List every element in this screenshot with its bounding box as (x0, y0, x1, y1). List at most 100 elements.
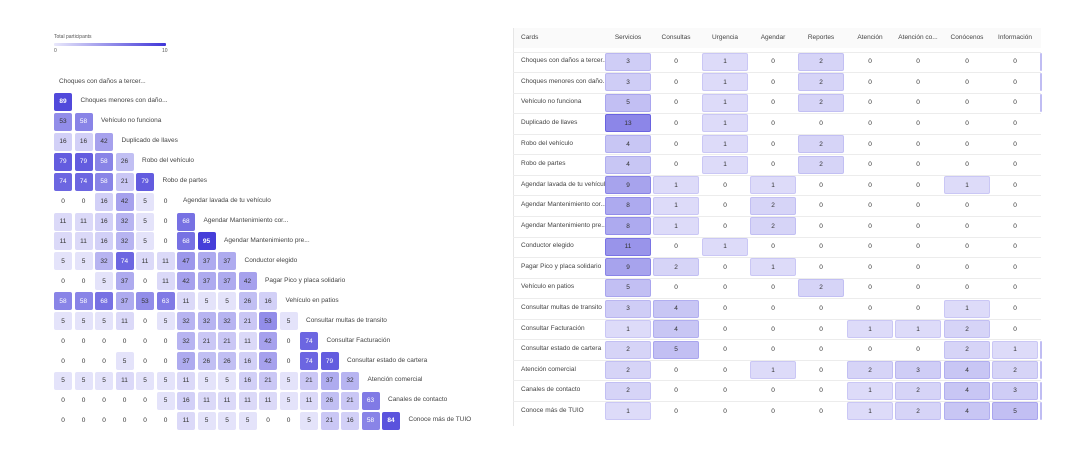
legend-max: 10 (162, 48, 168, 54)
matrix-cell: 26 (115, 152, 134, 171)
table-cell: 0 (674, 161, 678, 169)
table-row-label: Agendar Mantenimiento cor... (521, 201, 606, 209)
matrix-cell: 11 (238, 332, 257, 351)
matrix-cell: 0 (286, 357, 291, 365)
table-row-divider (513, 401, 1041, 403)
matrix-cell: 0 (163, 198, 168, 206)
matrix-cell: 16 (238, 352, 257, 371)
matrix-cell: 0 (163, 417, 168, 425)
matrix-cell: 0 (81, 417, 86, 425)
table-cell: 0 (868, 263, 872, 271)
table-cell: 0 (1013, 325, 1017, 333)
matrix-cell: 37 (320, 371, 339, 390)
matrix-row-label: Robo de partes (162, 177, 207, 185)
table-cell: 0 (965, 119, 969, 127)
matrix-row-label: Choques con daños a tercer... (59, 77, 146, 85)
table-cell: 0 (916, 140, 920, 148)
table-row-divider (513, 318, 1041, 320)
matrix-row-label: Agendar Mantenimiento cor... (203, 217, 289, 224)
matrix-cell: 16 (259, 292, 277, 311)
table-cell: 0 (1013, 58, 1017, 66)
table-row-label: Agendar Mantenimiento pre... (521, 221, 607, 229)
table-cell: 0 (916, 119, 920, 127)
table-cell: 0 (723, 222, 727, 230)
matrix-cell: 37 (177, 352, 195, 371)
matrix-cell: 0 (61, 357, 65, 365)
table-row-divider (513, 359, 1041, 361)
matrix-cell: 0 (81, 397, 86, 405)
table-cell: 3 (605, 52, 651, 71)
table-cell: 0 (819, 346, 823, 354)
matrix-row-label: Pagar Pico y placa solidario (265, 276, 346, 284)
matrix-cell: 58 (74, 112, 93, 131)
table-cell: 2 (653, 258, 699, 277)
matrix-row-label: Conductor elegido (244, 256, 298, 264)
matrix-cell: 63 (156, 292, 175, 311)
table-cell: 2 (847, 361, 893, 380)
matrix-cell: 5 (156, 312, 175, 331)
table-cell: 8 (605, 217, 651, 236)
table-cell: 2 (750, 196, 796, 215)
table-cell: 5 (605, 93, 651, 112)
table-row-divider (513, 72, 1041, 74)
table-cell: 1 (944, 299, 990, 318)
matrix-cell: 26 (197, 352, 216, 371)
table-row-label: Consultar estado de cartera (521, 345, 602, 353)
table-cell: 0 (965, 243, 969, 251)
matrix-cell: 42 (259, 352, 277, 371)
matrix-cell: 79 (74, 152, 93, 171)
table-cell: 0 (819, 263, 823, 271)
table-cell: 2 (798, 278, 844, 297)
table-cell: 0 (819, 407, 823, 415)
matrix-cell: 37 (197, 272, 216, 291)
table-cell: 0 (965, 99, 969, 107)
table-cell: 0 (1013, 284, 1017, 292)
table-cell: 0 (723, 202, 727, 210)
table-column-header: Consultas (661, 34, 691, 41)
table-cell: 0 (819, 243, 823, 251)
table-cell: 0 (1013, 222, 1017, 230)
table-cell: 0 (723, 305, 727, 312)
table-column-header: Urgencia (711, 34, 738, 41)
table-edge-accent (1040, 340, 1042, 359)
matrix-row-label: Vehículo no funciona (101, 117, 162, 125)
matrix-cell: 21 (259, 371, 277, 390)
table-cell: 0 (1013, 161, 1017, 169)
matrix-cell: 0 (61, 337, 65, 345)
matrix-cell: 21 (218, 332, 236, 351)
table-row-divider (513, 113, 1041, 115)
matrix-cell: 16 (341, 411, 359, 430)
matrix-cell: 79 (54, 152, 72, 171)
matrix-cell: 58 (361, 411, 380, 430)
table-cell: 1 (847, 402, 893, 421)
matrix-cell: 11 (259, 391, 277, 410)
matrix-cell: 5 (74, 252, 93, 271)
table-corner-label: Cards (521, 34, 539, 41)
matrix-cell: 11 (156, 272, 175, 291)
table-cell: 2 (798, 52, 844, 71)
table-column-header: Información (998, 34, 1032, 41)
table-row-label: Choques menores con daño... (521, 77, 609, 85)
table-cell: 0 (723, 407, 727, 415)
matrix-cell: 53 (54, 112, 72, 131)
matrix-cell: 58 (54, 292, 72, 311)
table-cell: 0 (674, 140, 678, 148)
matrix-cell: 11 (300, 391, 318, 410)
table-row-divider (513, 215, 1041, 217)
matrix-cell: 21 (115, 172, 134, 191)
matrix-cell: 5 (95, 272, 113, 291)
matrix-cell: 74 (300, 332, 318, 351)
table-cell: 1 (653, 196, 699, 215)
table-cell: 2 (605, 340, 651, 359)
matrix-cell: 16 (95, 232, 113, 251)
table-cell: 0 (965, 263, 969, 271)
matrix-cell: 5 (218, 371, 236, 390)
matrix-cell: 5 (95, 312, 113, 331)
table-row-label: Canales de contacto (521, 386, 581, 394)
table-cell: 0 (1013, 99, 1017, 107)
matrix-cell: 37 (218, 252, 236, 271)
matrix-cell: 58 (74, 292, 93, 311)
matrix-cell: 11 (74, 212, 93, 231)
matrix-cell: 0 (81, 337, 86, 345)
matrix-cell: 16 (95, 192, 113, 211)
